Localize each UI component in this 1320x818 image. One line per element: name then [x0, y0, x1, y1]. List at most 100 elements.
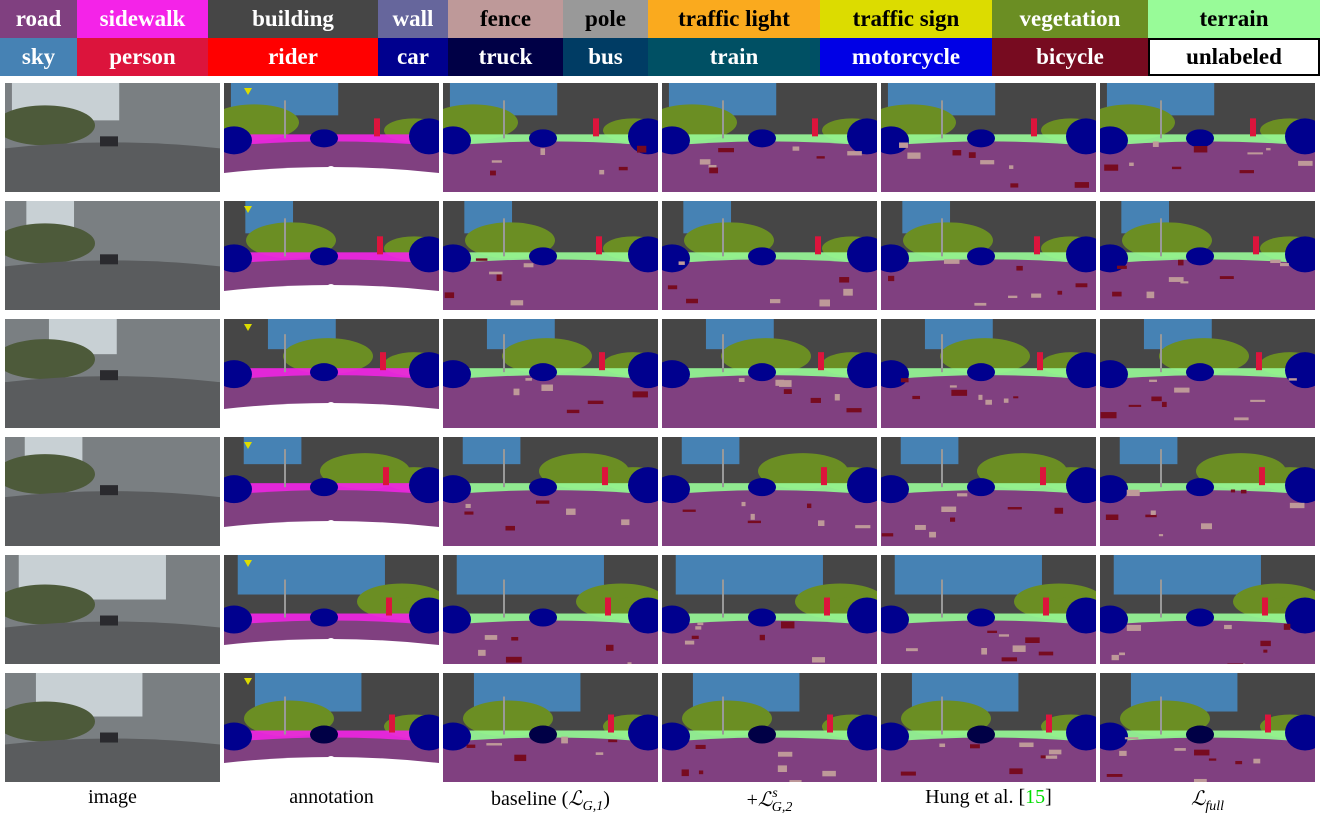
legend-cell: motorcycle [820, 38, 992, 76]
photo [5, 437, 220, 546]
sky-region [675, 555, 823, 595]
caption-part: ℒ [568, 788, 583, 810]
car-region [224, 605, 252, 634]
pole-region [1160, 218, 1162, 257]
noise-region [843, 288, 853, 296]
legend-cell: terrain [1148, 0, 1320, 38]
noise-region [1193, 145, 1208, 153]
noise-region [1270, 259, 1281, 264]
car-region [847, 467, 877, 504]
car-region [310, 247, 338, 266]
person-region [1253, 236, 1259, 255]
legend-row: sky person rider car truck bus train motorcycle… [0, 38, 1320, 76]
noise-region [1057, 290, 1063, 295]
noise-region [900, 771, 916, 776]
noise-region [1235, 760, 1243, 765]
column-caption: image [5, 786, 220, 816]
noise-region [789, 780, 802, 782]
noise-region [1151, 396, 1162, 402]
vegetation-region [684, 222, 774, 259]
noise-region [1008, 295, 1018, 299]
photo-road [5, 376, 220, 428]
noise-region [810, 397, 821, 403]
noise-region [465, 503, 471, 508]
car-region [529, 478, 557, 497]
photo-road [5, 491, 220, 546]
noise-region [847, 151, 862, 156]
noise-region [978, 394, 983, 400]
noise-region [1178, 259, 1184, 266]
noise-region [566, 409, 580, 414]
legend-cell: rider [208, 38, 378, 76]
car-region [224, 475, 252, 504]
segmentation-map [662, 437, 877, 546]
sky-region [900, 437, 959, 465]
noise-region [464, 511, 474, 515]
segmentation-map [881, 437, 1096, 546]
road-region [1100, 375, 1315, 428]
car-region [628, 352, 658, 389]
road-region [443, 141, 658, 192]
legend-cell: sidewalk [77, 0, 208, 38]
car-region [967, 478, 995, 497]
car-region [1186, 363, 1214, 382]
caption-part: s [772, 786, 778, 801]
car-region [1100, 475, 1128, 504]
car-region [628, 467, 658, 504]
pole-region [503, 579, 505, 618]
noise-region [950, 517, 956, 522]
noise-region [1250, 399, 1266, 402]
caption-part: full [1205, 799, 1225, 814]
noise-region [718, 148, 734, 153]
noise-region [523, 263, 534, 268]
sky-region [1113, 555, 1261, 595]
noise-region [1283, 623, 1291, 630]
noise-region [1048, 749, 1062, 755]
column-caption: baseline (ℒG,1) [443, 786, 658, 816]
noise-region [750, 513, 755, 520]
car-region [847, 236, 877, 273]
noise-region [1106, 774, 1123, 777]
noise-region [698, 770, 704, 775]
unlabeled-region [224, 403, 439, 428]
person-region [1262, 597, 1268, 616]
unlabeled-region [326, 402, 336, 412]
sign-region [244, 324, 252, 331]
car-region [224, 126, 252, 155]
car-region [662, 244, 690, 273]
noise-region [1009, 165, 1014, 169]
noise-region [968, 152, 976, 158]
noise-region [466, 744, 476, 748]
person-region [812, 118, 818, 137]
noise-region [738, 378, 745, 382]
photo [5, 201, 220, 310]
legend-cell: fence [448, 0, 563, 38]
noise-region [899, 142, 908, 148]
noise-region [974, 302, 987, 306]
noise-region [599, 169, 605, 175]
legend-cell: car [378, 38, 448, 76]
photo-road [5, 621, 220, 664]
road-region [1100, 141, 1315, 192]
person-region [821, 467, 827, 486]
pole-region [284, 218, 286, 257]
sign-region [244, 206, 252, 213]
car-region [662, 722, 690, 751]
sign-region [244, 678, 252, 685]
noise-region [912, 395, 921, 400]
caption-part: G,2 [771, 800, 793, 815]
car-region [967, 725, 995, 744]
noise-region [985, 399, 992, 405]
segmentation-map [224, 673, 439, 782]
car-region [224, 244, 252, 273]
vegetation-region [1159, 338, 1249, 375]
noise-region [888, 275, 895, 282]
noise-region [1145, 514, 1157, 518]
noise-region [1289, 502, 1305, 509]
noise-region [1171, 166, 1182, 170]
car-region [1066, 467, 1096, 504]
segmentation-map [224, 555, 439, 664]
car-region [310, 478, 338, 497]
car-region [1186, 129, 1214, 148]
